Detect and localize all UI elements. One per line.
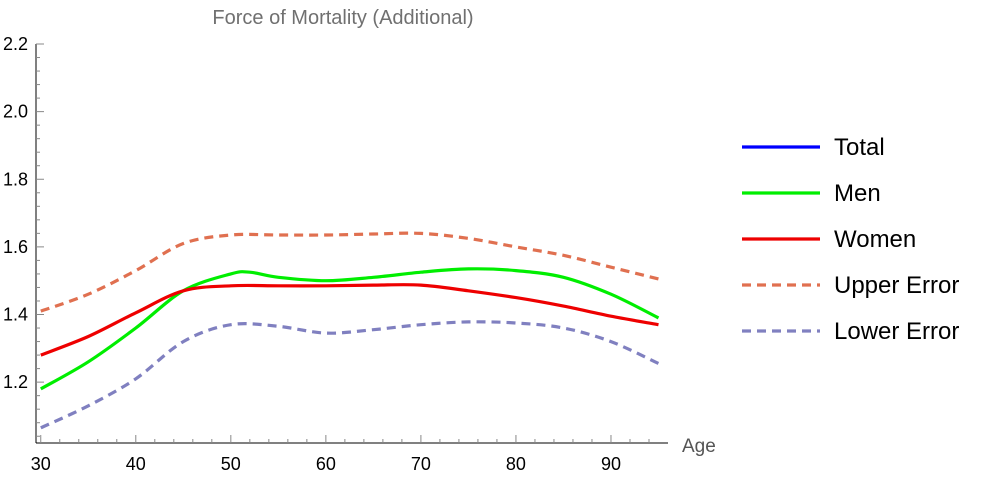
x-tick-label: 80 bbox=[506, 454, 526, 474]
legend-label-men: Men bbox=[834, 180, 881, 207]
plot-area bbox=[40, 231, 660, 430]
series-line-upper-error bbox=[40, 231, 659, 313]
chart-title: Force of Mortality (Additional) bbox=[212, 7, 473, 29]
y-tick-label: 2.2 bbox=[3, 34, 28, 54]
legend: Total Men Women Upper Error Lower Error bbox=[742, 134, 959, 345]
x-tick-label: 40 bbox=[126, 454, 146, 474]
y-tick-label: 1.2 bbox=[3, 372, 28, 392]
y-axis-ticks: 1.2 1.4 1.6 1.8 2.0 2.2 bbox=[3, 34, 44, 437]
y-tick-label: 2.0 bbox=[3, 102, 28, 122]
series-line-women bbox=[40, 283, 659, 357]
y-tick-label: 1.6 bbox=[3, 237, 28, 257]
x-tick-label: 90 bbox=[601, 454, 621, 474]
y-tick-label: 1.4 bbox=[3, 305, 28, 325]
x-tick-label: 50 bbox=[221, 454, 241, 474]
legend-label-upper-error: Upper Error bbox=[834, 272, 959, 299]
legend-label-women: Women bbox=[834, 226, 916, 253]
y-tick-label: 1.8 bbox=[3, 169, 28, 189]
x-axis-title: Age bbox=[682, 436, 716, 457]
legend-label-total: Total bbox=[834, 134, 885, 161]
x-tick-label: 30 bbox=[31, 454, 51, 474]
legend-label-lower-error: Lower Error bbox=[834, 318, 959, 345]
x-tick-label: 60 bbox=[316, 454, 336, 474]
x-tick-label: 70 bbox=[411, 454, 431, 474]
series-line-lower-error bbox=[40, 320, 660, 430]
x-axis-ticks: 30 40 50 60 70 80 90 bbox=[31, 435, 650, 474]
series-line-men bbox=[40, 267, 660, 391]
